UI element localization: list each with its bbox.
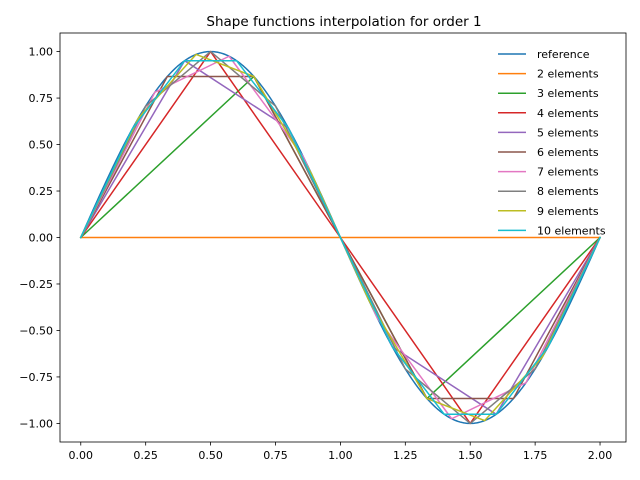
legend-label: 4 elements (537, 107, 599, 120)
x-tick-label: 0.00 (69, 449, 94, 462)
series-line-9 (79, 59, 602, 416)
y-tick-label: −0.75 (19, 371, 53, 384)
legend-label: 5 elements (537, 126, 599, 139)
legend-label: 2 elements (537, 68, 599, 81)
y-tick-label: −1.00 (19, 417, 53, 430)
x-tick-label: 1.50 (458, 449, 483, 462)
x-tick-label: 0.75 (263, 449, 288, 462)
x-tick-label: 0.50 (198, 449, 223, 462)
x-tick-label: 2.00 (588, 449, 613, 462)
legend-label: 10 elements (537, 224, 606, 237)
y-tick-label: 0.75 (29, 92, 54, 105)
y-tick-label: −0.25 (19, 278, 53, 291)
x-tick-label: 0.25 (133, 449, 158, 462)
x-tick-label: 1.75 (523, 449, 548, 462)
legend-label: reference (537, 48, 590, 61)
chart-title: Shape functions interpolation for order … (206, 14, 481, 30)
y-tick-label: 0.50 (29, 139, 54, 152)
legend-label: 7 elements (537, 166, 599, 179)
legend: reference 2 elements 3 elements 4 elements 5… (498, 48, 606, 237)
y-tick-label: 0.00 (29, 232, 54, 245)
x-axis: 0.00 0.25 0.50 0.75 1.00 1.25 1.50 1.75 2.00 (69, 442, 613, 462)
x-tick-label: 1.25 (393, 449, 418, 462)
series-layer (79, 50, 602, 425)
legend-label: 8 elements (537, 185, 599, 198)
legend-label: 6 elements (537, 146, 599, 159)
x-tick-label: 1.00 (328, 449, 353, 462)
legend-label: 9 elements (537, 205, 599, 218)
y-axis: −1.00 −0.75 −0.50 −0.25 0.00 0.25 0.50 0.75 1.00 (19, 46, 60, 430)
y-tick-label: −0.50 (19, 324, 53, 337)
legend-label: 3 elements (537, 87, 599, 100)
y-tick-label: 1.00 (29, 46, 54, 59)
y-tick-label: 0.25 (29, 185, 54, 198)
